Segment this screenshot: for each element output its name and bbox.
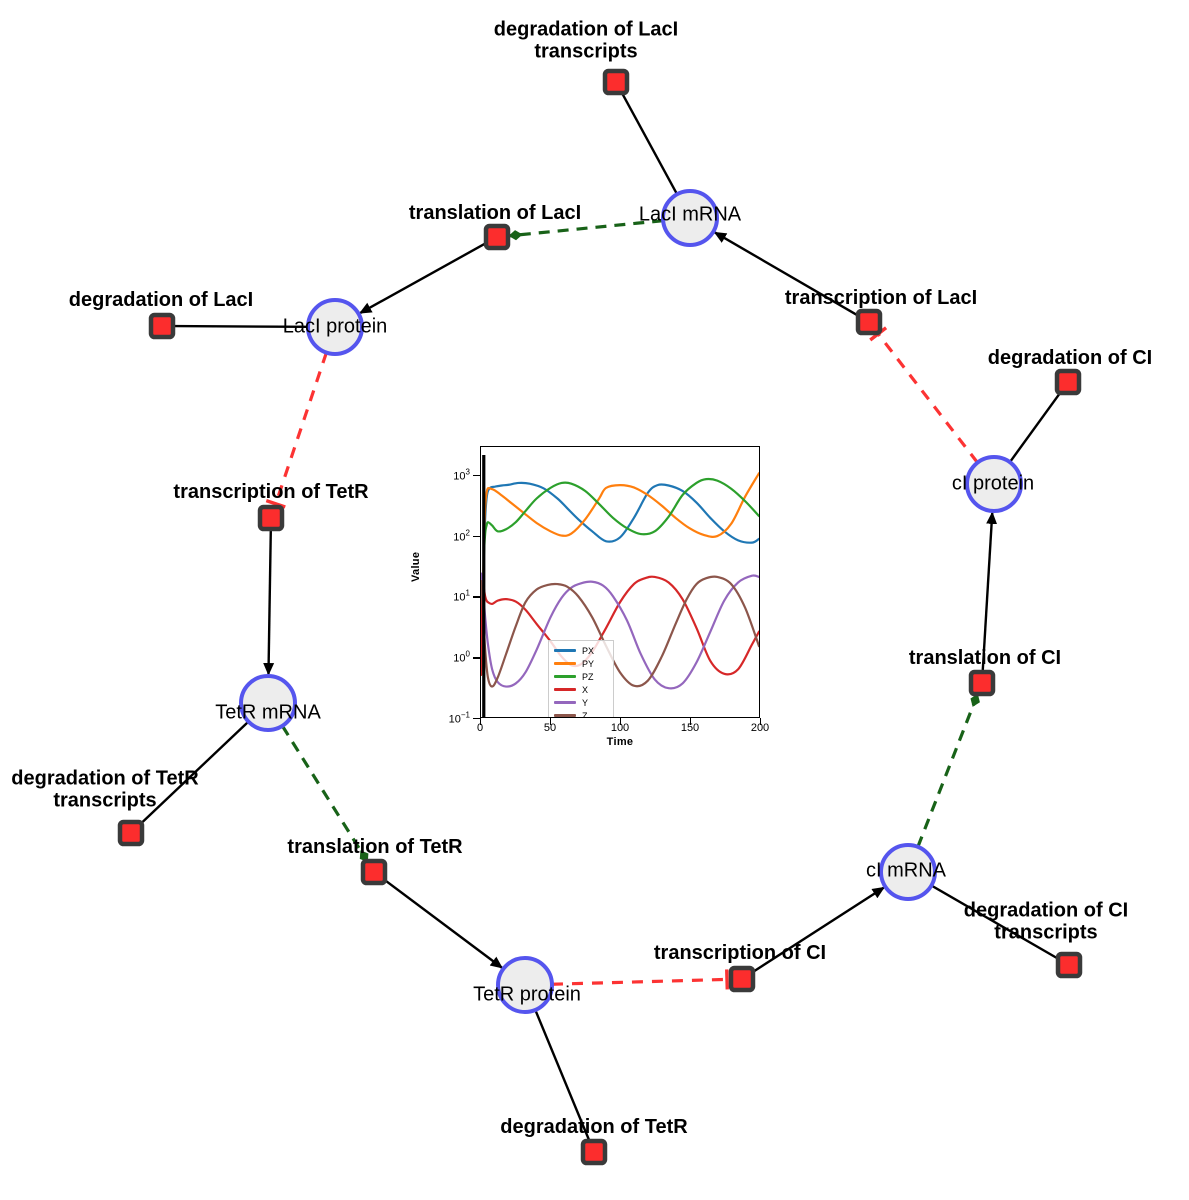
chart-xtick-0: 0 (476, 722, 484, 734)
chart-ytickmark-4 (473, 474, 480, 477)
edge-transcription-tetr-to-tetr-mrna (263, 529, 275, 676)
edge-transcription-laci-to-laci-mrna (713, 231, 860, 318)
edge-translation-tetr-to-tetr-protein (382, 878, 503, 969)
legend-swatch-pz (554, 675, 576, 678)
legend-item-z[interactable]: Z (551, 709, 611, 718)
chart-xtick-2: 100 (610, 722, 630, 734)
species-node-ci-protein[interactable] (965, 455, 1023, 513)
species-node-tetr-protein[interactable] (496, 956, 554, 1014)
node-layer (117, 68, 1083, 1166)
chart-series-x (481, 575, 759, 674)
chart-ytickmark-3 (473, 535, 480, 538)
legend-label-y: Y (582, 697, 589, 708)
chart-ytickmark-1 (473, 657, 480, 659)
legend-label-py: PY (582, 658, 595, 669)
legend-item-x[interactable]: X (551, 683, 611, 696)
reaction-node-translation-laci[interactable] (483, 223, 511, 251)
legend-swatch-px (554, 649, 576, 652)
timecourse-inset-plot: Value Time 10−1 100 101 102 103 0 50 100 150 200… (410, 437, 776, 757)
reaction-node-deg-tetr[interactable] (580, 1138, 608, 1166)
chart-legend: PX PY PZ X Y Z (548, 640, 614, 718)
chart-y-axis-label: Value (410, 551, 422, 582)
chart-ytick-4: 103 (453, 467, 470, 483)
chart-xtickmark-0 (480, 718, 482, 725)
reaction-node-translation-tetr[interactable] (360, 858, 388, 886)
reaction-node-transcription-tetr[interactable] (257, 504, 285, 532)
legend-swatch-x (554, 688, 576, 691)
inhibition-bar-laci-protein-to-transcription-tetr (265, 498, 286, 509)
chart-ytick-0: 10−1 (448, 710, 470, 726)
reaction-node-translation-ci[interactable] (968, 669, 996, 697)
reaction-node-deg-ci-transcripts[interactable] (1055, 951, 1083, 979)
chart-ytick-1: 100 (453, 649, 470, 665)
chart-x-axis-label: Time (606, 736, 634, 748)
chart-xtickmark-3 (690, 718, 692, 725)
edge-ci-mrna-to-translation-ci (916, 693, 980, 848)
chart-series-py (481, 473, 759, 675)
chart-xtickmark-2 (620, 718, 622, 725)
legend-label-x: X (582, 684, 589, 695)
legend-label-z: Z (582, 710, 588, 718)
chart-curves (481, 447, 759, 717)
edge-tetr-protein-to-deg-tetr (534, 1009, 591, 1141)
edge-ci-mrna-to-deg-ci-transcripts (930, 884, 1059, 960)
chart-ytickmark-0 (473, 718, 480, 720)
edge-translation-ci-to-ci-protein (981, 511, 998, 672)
reaction-node-deg-laci[interactable] (148, 312, 176, 340)
reaction-node-deg-tetr-transcripts[interactable] (117, 819, 145, 847)
inhibition-bar-tetr-protein-to-transcription-ci (725, 969, 729, 990)
edge-translation-laci-to-laci-protein (359, 241, 488, 314)
chart-ytickmark-2 (473, 596, 480, 598)
edge-tetr-mrna-to-deg-tetr-transcripts (139, 720, 250, 825)
reaction-node-transcription-laci[interactable] (855, 308, 883, 336)
species-node-ci-mrna[interactable] (879, 843, 937, 901)
legend-item-py[interactable]: PY (551, 657, 611, 670)
edge-laci-protein-to-transcription-tetr (274, 352, 328, 505)
edge-transcription-ci-to-ci-mrna (751, 886, 885, 974)
chart-xtickmark-1 (550, 718, 552, 725)
species-node-laci-protein[interactable] (306, 298, 364, 356)
legend-swatch-py (554, 662, 576, 665)
edge-laci-mrna-to-translation-laci (508, 219, 664, 241)
edge-laci-protein-to-deg-laci (174, 324, 309, 329)
species-node-tetr-mrna[interactable] (239, 674, 297, 732)
legend-item-pz[interactable]: PZ (551, 670, 611, 683)
chart-ytick-2: 101 (453, 589, 470, 604)
chart-plot-area: PX PY PZ X Y Z (480, 446, 760, 718)
edge-tetr-protein-to-transcription-ci (551, 977, 728, 986)
reaction-node-deg-laci-transcripts[interactable] (602, 68, 630, 96)
chart-series-z (481, 577, 759, 687)
legend-label-px: PX (582, 645, 595, 656)
legend-item-y[interactable]: Y (551, 696, 611, 709)
edge-tetr-mrna-to-translation-tetr (280, 725, 369, 863)
legend-swatch-y (554, 701, 576, 704)
edge-ci-protein-to-deg-ci (1008, 391, 1062, 463)
chart-xtick-3: 150 (680, 722, 700, 734)
chart-ytick-3: 102 (453, 528, 470, 544)
legend-item-px[interactable]: PX (551, 644, 611, 657)
reaction-node-transcription-ci[interactable] (728, 965, 756, 993)
chart-series-y (481, 573, 759, 688)
chart-xtickmark-4 (760, 718, 762, 725)
reaction-node-deg-ci[interactable] (1054, 368, 1082, 396)
legend-label-pz: PZ (582, 671, 594, 682)
edge-layer (139, 92, 1062, 1141)
edge-laci-mrna-to-deg-laci-transcripts (621, 92, 679, 195)
legend-swatch-z (554, 714, 576, 717)
chart-xtick-1: 50 (543, 722, 557, 734)
chart-series-pz (481, 479, 759, 675)
chart-xtick-4: 200 (750, 722, 770, 734)
edge-ci-protein-to-transcription-laci (876, 332, 979, 464)
species-node-laci-mrna[interactable] (661, 189, 719, 247)
